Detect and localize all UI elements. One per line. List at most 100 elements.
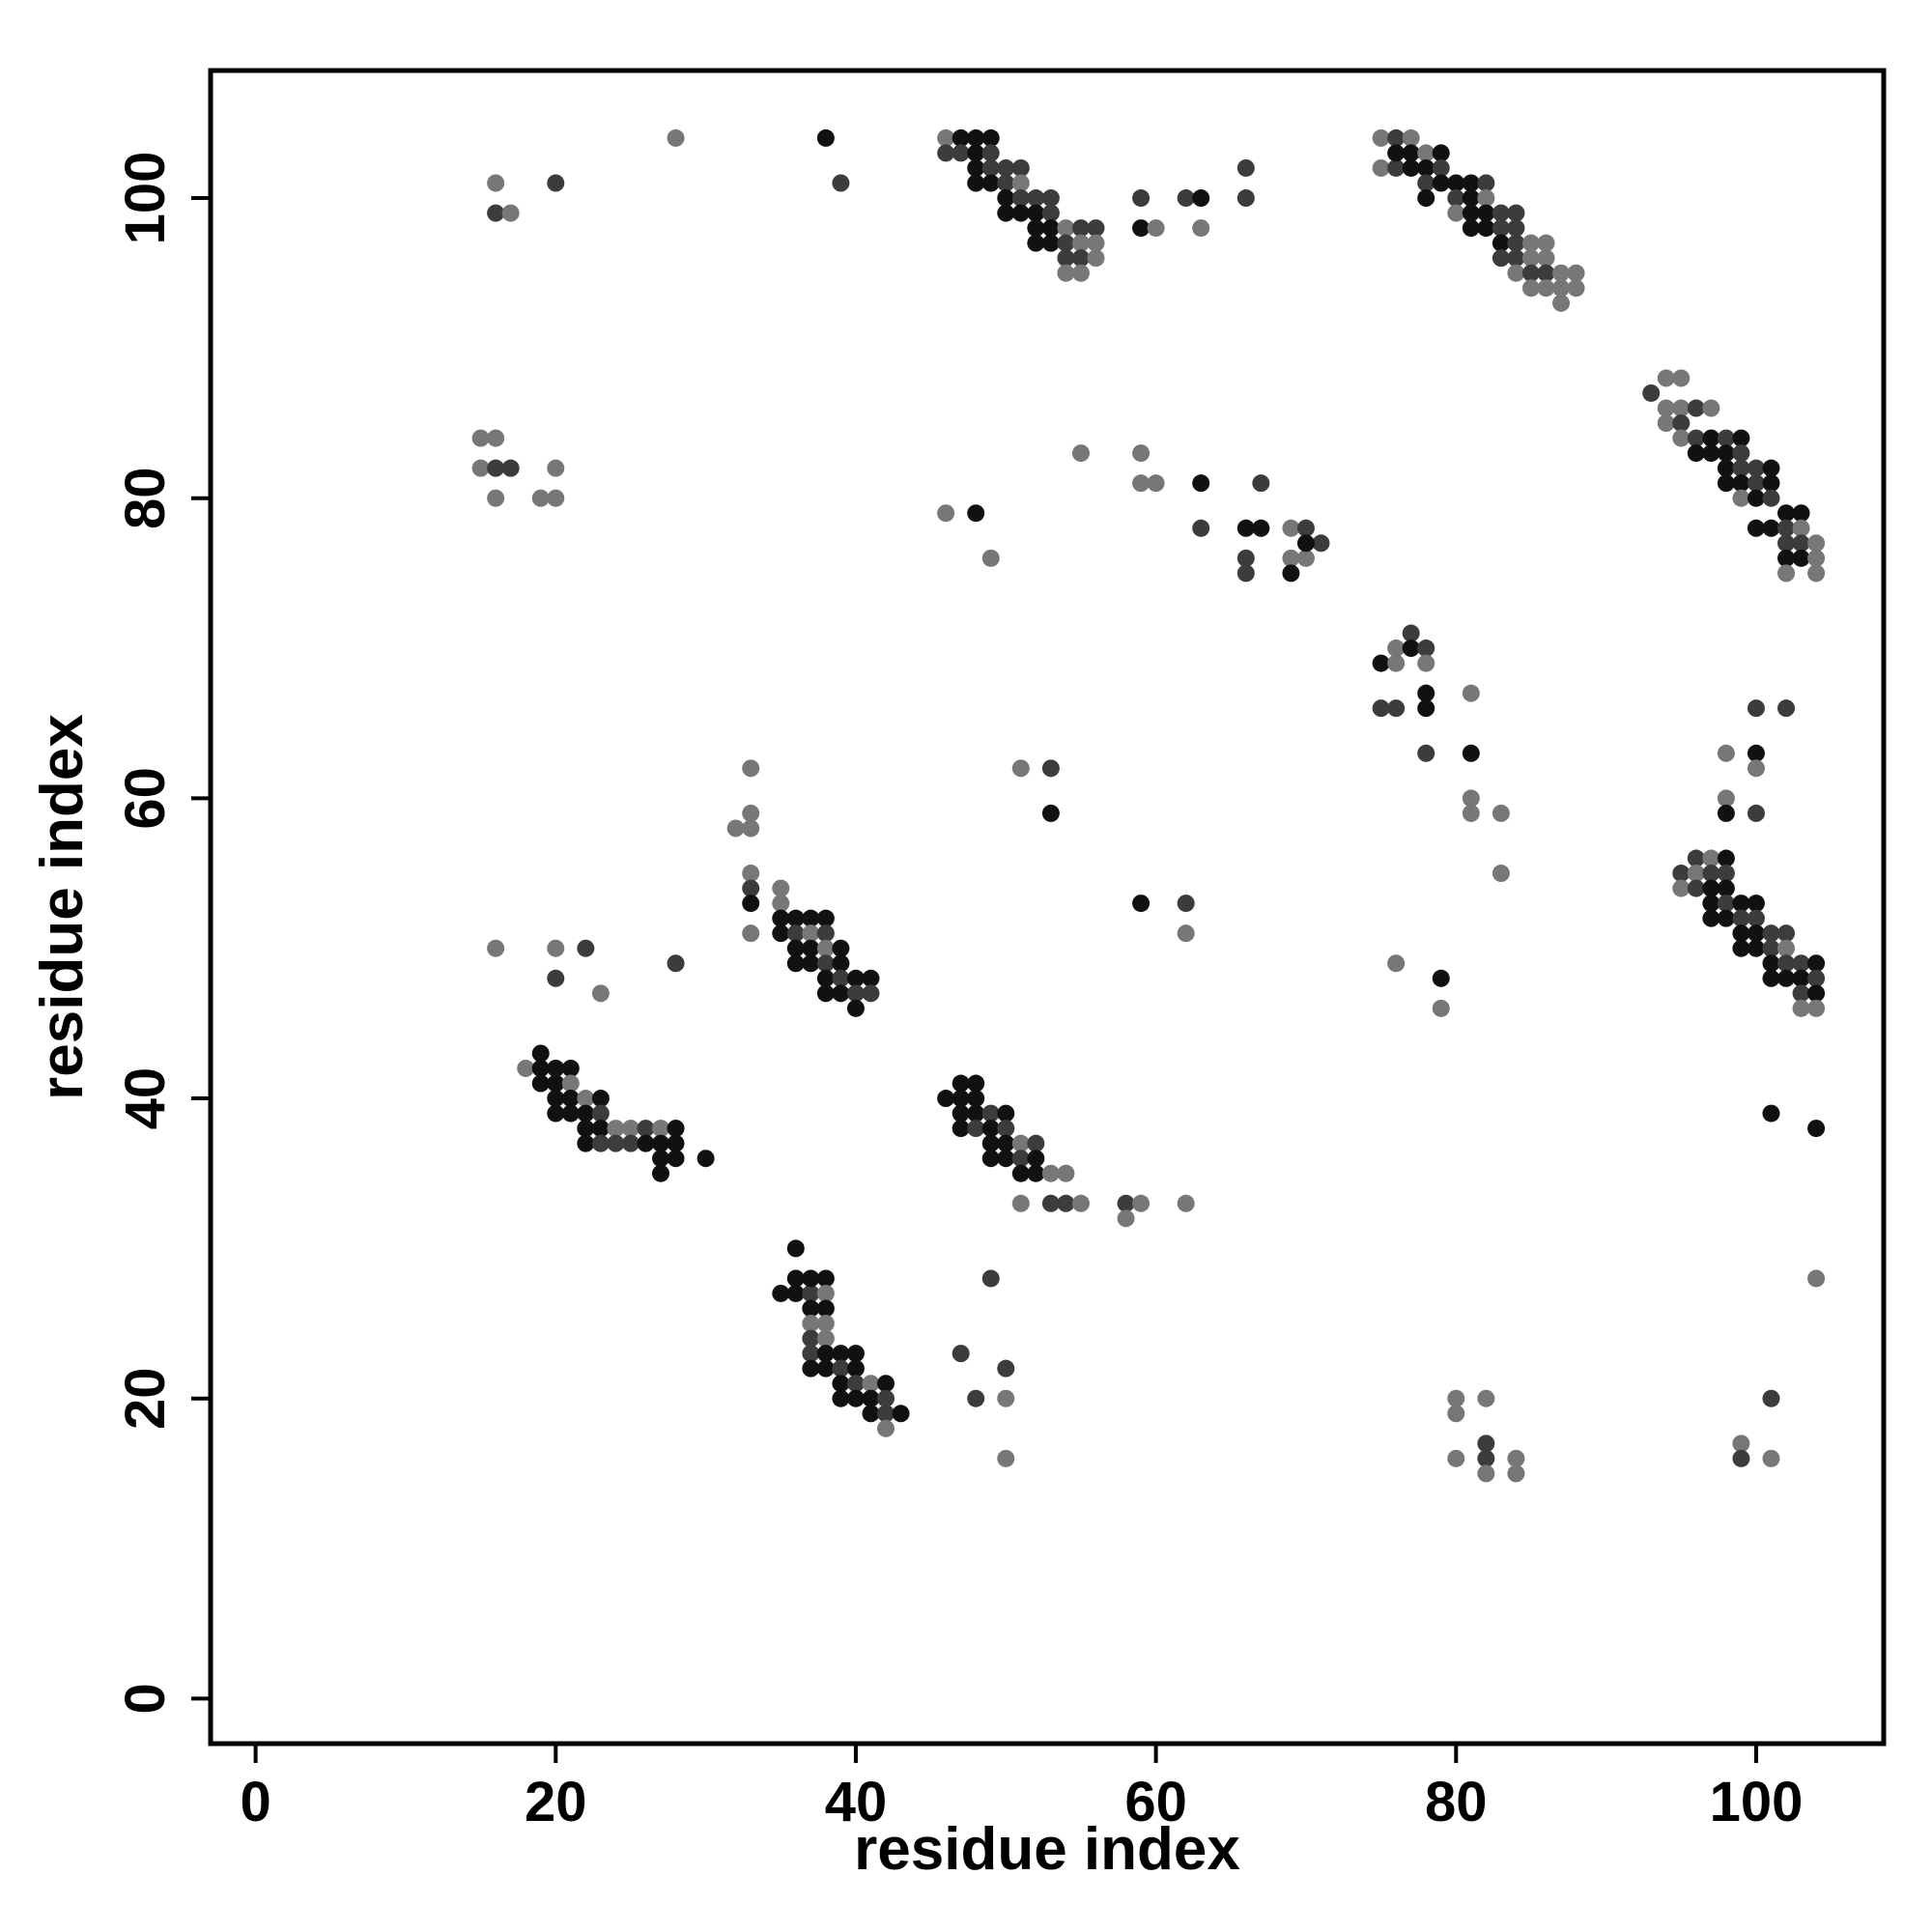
contact-point xyxy=(637,1120,655,1138)
contact-point xyxy=(1492,249,1510,268)
contact-point xyxy=(832,969,850,987)
contact-point xyxy=(591,1120,610,1138)
contact-point xyxy=(1642,384,1661,402)
contact-point xyxy=(832,954,850,973)
contact-point xyxy=(1521,234,1540,252)
contact-point xyxy=(1236,549,1255,567)
contact-point xyxy=(1492,204,1510,222)
contact-point xyxy=(1462,804,1480,822)
contact-point xyxy=(1027,1150,1045,1168)
contact-point xyxy=(1177,924,1195,943)
contact-point xyxy=(1057,234,1075,252)
y-tick-label: 0 xyxy=(114,1683,177,1714)
contact-point xyxy=(1312,534,1330,553)
contact-point xyxy=(1027,1164,1045,1182)
contact-point xyxy=(772,1284,790,1302)
contact-point xyxy=(1417,684,1435,702)
contact-point xyxy=(1507,234,1525,252)
contact-point xyxy=(1447,204,1465,222)
contact-point xyxy=(1702,399,1720,417)
contact-point xyxy=(531,1059,550,1077)
contact-point xyxy=(997,1449,1015,1467)
contact-point xyxy=(561,1090,580,1108)
contact-point xyxy=(1462,189,1480,208)
contact-point xyxy=(621,1120,639,1138)
contact-point xyxy=(1192,474,1210,493)
contact-point xyxy=(1792,504,1810,523)
contact-point xyxy=(1027,1134,1045,1152)
contact-point xyxy=(786,1284,805,1302)
contact-point xyxy=(967,128,985,147)
contact-point xyxy=(487,459,505,477)
contact-point xyxy=(1011,158,1030,177)
contact-point xyxy=(1747,759,1765,778)
contact-point xyxy=(726,819,745,838)
contact-point xyxy=(1552,279,1571,298)
contact-point xyxy=(1762,1449,1780,1467)
contact-point xyxy=(832,984,850,1003)
contact-point xyxy=(802,1329,820,1348)
y-tick-label: 60 xyxy=(114,767,177,830)
contact-point xyxy=(877,1389,895,1407)
contact-point xyxy=(1687,399,1705,417)
contact-point xyxy=(862,1375,880,1393)
contact-point xyxy=(1687,429,1705,447)
contact-point xyxy=(1477,174,1495,192)
contact-point xyxy=(967,144,985,162)
contact-point xyxy=(1732,489,1750,507)
contact-point xyxy=(981,158,1000,177)
contact-point xyxy=(802,954,820,973)
contact-point xyxy=(547,1090,565,1108)
contact-point xyxy=(471,459,490,477)
contact-point xyxy=(1117,1209,1135,1228)
contact-point xyxy=(772,909,790,927)
contact-point xyxy=(1672,865,1690,883)
contact-point xyxy=(981,1134,1000,1152)
contact-point xyxy=(1087,234,1105,252)
contact-point xyxy=(1177,189,1195,208)
contact-point xyxy=(1372,128,1390,147)
contact-point xyxy=(1521,249,1540,268)
contact-point xyxy=(877,1419,895,1437)
contact-point xyxy=(547,174,565,192)
contact-point xyxy=(1567,264,1585,282)
x-tick-label: 40 xyxy=(825,1771,888,1833)
contact-point xyxy=(1192,189,1210,208)
contact-point xyxy=(1011,204,1030,222)
contact-point xyxy=(1732,474,1750,493)
contact-point xyxy=(1296,549,1315,567)
contact-point xyxy=(1732,939,1750,957)
contact-point xyxy=(471,429,490,447)
contact-point xyxy=(1041,204,1060,222)
contact-point xyxy=(1027,219,1045,238)
contact-point xyxy=(667,1134,685,1152)
contact-point xyxy=(1732,895,1750,913)
contact-point xyxy=(952,1074,970,1093)
contact-point xyxy=(1521,264,1540,282)
contact-point xyxy=(487,174,505,192)
contact-point xyxy=(1477,1449,1495,1467)
contact-point xyxy=(1777,924,1796,943)
contact-point xyxy=(1027,204,1045,222)
contact-point xyxy=(1417,144,1435,162)
contact-point xyxy=(742,759,760,778)
contact-point xyxy=(591,984,610,1003)
contact-point xyxy=(1747,744,1765,762)
contact-point xyxy=(547,939,565,957)
contact-point xyxy=(547,1074,565,1093)
contact-point xyxy=(1747,489,1765,507)
contact-point xyxy=(531,489,550,507)
contact-point xyxy=(862,984,880,1003)
contact-point xyxy=(1432,174,1450,192)
contact-point xyxy=(1011,174,1030,192)
contact-point xyxy=(1657,414,1675,433)
contact-point xyxy=(816,128,835,147)
contact-point xyxy=(1687,444,1705,463)
contact-point xyxy=(832,1359,850,1378)
contact-point xyxy=(1717,744,1735,762)
contact-point xyxy=(967,1074,985,1093)
contact-point xyxy=(1087,249,1105,268)
contact-point xyxy=(1807,999,1826,1017)
contact-point xyxy=(1071,264,1090,282)
contact-point xyxy=(1252,474,1270,493)
